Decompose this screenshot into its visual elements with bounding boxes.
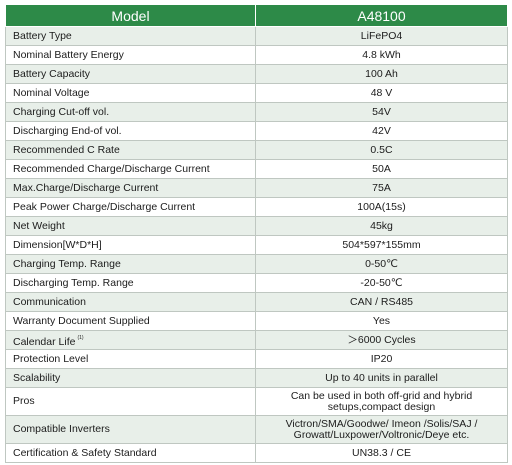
row-label: Recommended Charge/Discharge Current [5,159,256,179]
row-value: Yes [255,311,508,331]
table-row: Protection Level IP20 [5,349,508,369]
row-label: Peak Power Charge/Discharge Current [5,197,256,217]
row-value: 48 V [255,83,508,103]
table-row: Pros Can be used in both off-grid and hy… [5,387,508,416]
row-value: ＞6000 Cycles [255,330,508,350]
row-value: IP20 [255,349,508,369]
table-row: Discharging End-of vol. 42V [5,121,508,141]
table-row: Battery Capacity 100 Ah [5,64,508,84]
row-label: Certification & Safety Standard [5,443,256,463]
row-label: Recommended C Rate [5,140,256,160]
table-row: Max.Charge/Discharge Current 75A [5,178,508,198]
row-value: LiFePO4 [255,26,508,46]
footnote-marker: (1) [77,334,84,341]
row-value: 75A [255,178,508,198]
row-label: Nominal Voltage [5,83,256,103]
table-row: Warranty Document Supplied Yes [5,311,508,331]
row-label: Discharging End-of vol. [5,121,256,141]
row-value: Up to 40 units in parallel [255,368,508,388]
row-value: 100 Ah [255,64,508,84]
table-row: Scalability Up to 40 units in parallel [5,368,508,388]
row-label: Warranty Document Supplied [5,311,256,331]
row-label: Scalability [5,368,256,388]
table-row: Charging Cut-off vol. 54V [5,102,508,122]
table-row: Recommended Charge/Discharge Current 50A [5,159,508,179]
table-row: Charging Temp. Range 0-50℃ [5,254,508,274]
table-row: Dimension[W*D*H] 504*597*155mm [5,235,508,255]
row-label: Battery Type [5,26,256,46]
table-row: Recommended C Rate 0.5C [5,140,508,160]
row-label: Pros [5,387,256,416]
row-value-line: setups,compact design [327,400,436,413]
row-value: Victron/SMA/Goodwe/ Imeon /Solis/SAJ / Gr… [255,415,508,444]
row-label: Battery Capacity [5,64,256,84]
table-row: Certification & Safety Standard UN38.3 /… [5,443,508,463]
row-label: Net Weight [5,216,256,236]
row-value: 0.5C [255,140,508,160]
header-model-name: A48100 [255,4,508,27]
row-label: Max.Charge/Discharge Current [5,178,256,198]
header-model: Model [5,4,256,27]
table-row: Peak Power Charge/Discharge Current 100A… [5,197,508,217]
row-value: 4.8 kWh [255,45,508,65]
row-value: 50A [255,159,508,179]
table-row: Compatible Inverters Victron/SMA/Goodwe/… [5,415,508,444]
row-value: 100A(15s) [255,197,508,217]
table-row: Calendar Life (1) ＞6000 Cycles [5,330,508,350]
row-label: Compatible Inverters [5,415,256,444]
row-value: 0-50℃ [255,254,508,274]
row-value: 45kg [255,216,508,236]
header-row: Model A48100 [5,4,508,27]
row-label: Communication [5,292,256,312]
row-label-text: Calendar Life [13,335,76,348]
row-value: CAN / RS485 [255,292,508,312]
row-label: Dimension[W*D*H] [5,235,256,255]
table-row: Net Weight 45kg [5,216,508,236]
row-value: 504*597*155mm [255,235,508,255]
table-row: Nominal Voltage 48 V [5,83,508,103]
table-row: Communication CAN / RS485 [5,292,508,312]
table-row: Discharging Temp. Range -20-50℃ [5,273,508,293]
row-value-line: Growatt/Luxpower/Voltronic/Deye etc. [293,428,470,441]
row-value: -20-50℃ [255,273,508,293]
row-value: UN38.3 / CE [255,443,508,463]
row-value: Can be used in both off-grid and hybrid s… [255,387,508,416]
row-value-line: Victron/SMA/Goodwe/ Imeon /Solis/SAJ / [285,417,478,430]
row-label: Calendar Life (1) [5,330,256,350]
row-value: 54V [255,102,508,122]
row-value-line: Can be used in both off-grid and hybrid [290,389,473,402]
table-row: Battery Type LiFePO4 [5,26,508,46]
row-label: Protection Level [5,349,256,369]
row-value: 42V [255,121,508,141]
row-label: Charging Cut-off vol. [5,102,256,122]
table-row: Nominal Battery Energy 4.8 kWh [5,45,508,65]
row-label: Discharging Temp. Range [5,273,256,293]
row-label: Nominal Battery Energy [5,45,256,65]
row-label: Charging Temp. Range [5,254,256,274]
spec-table: Model A48100 Battery Type LiFePO4 Nomina… [5,4,508,463]
